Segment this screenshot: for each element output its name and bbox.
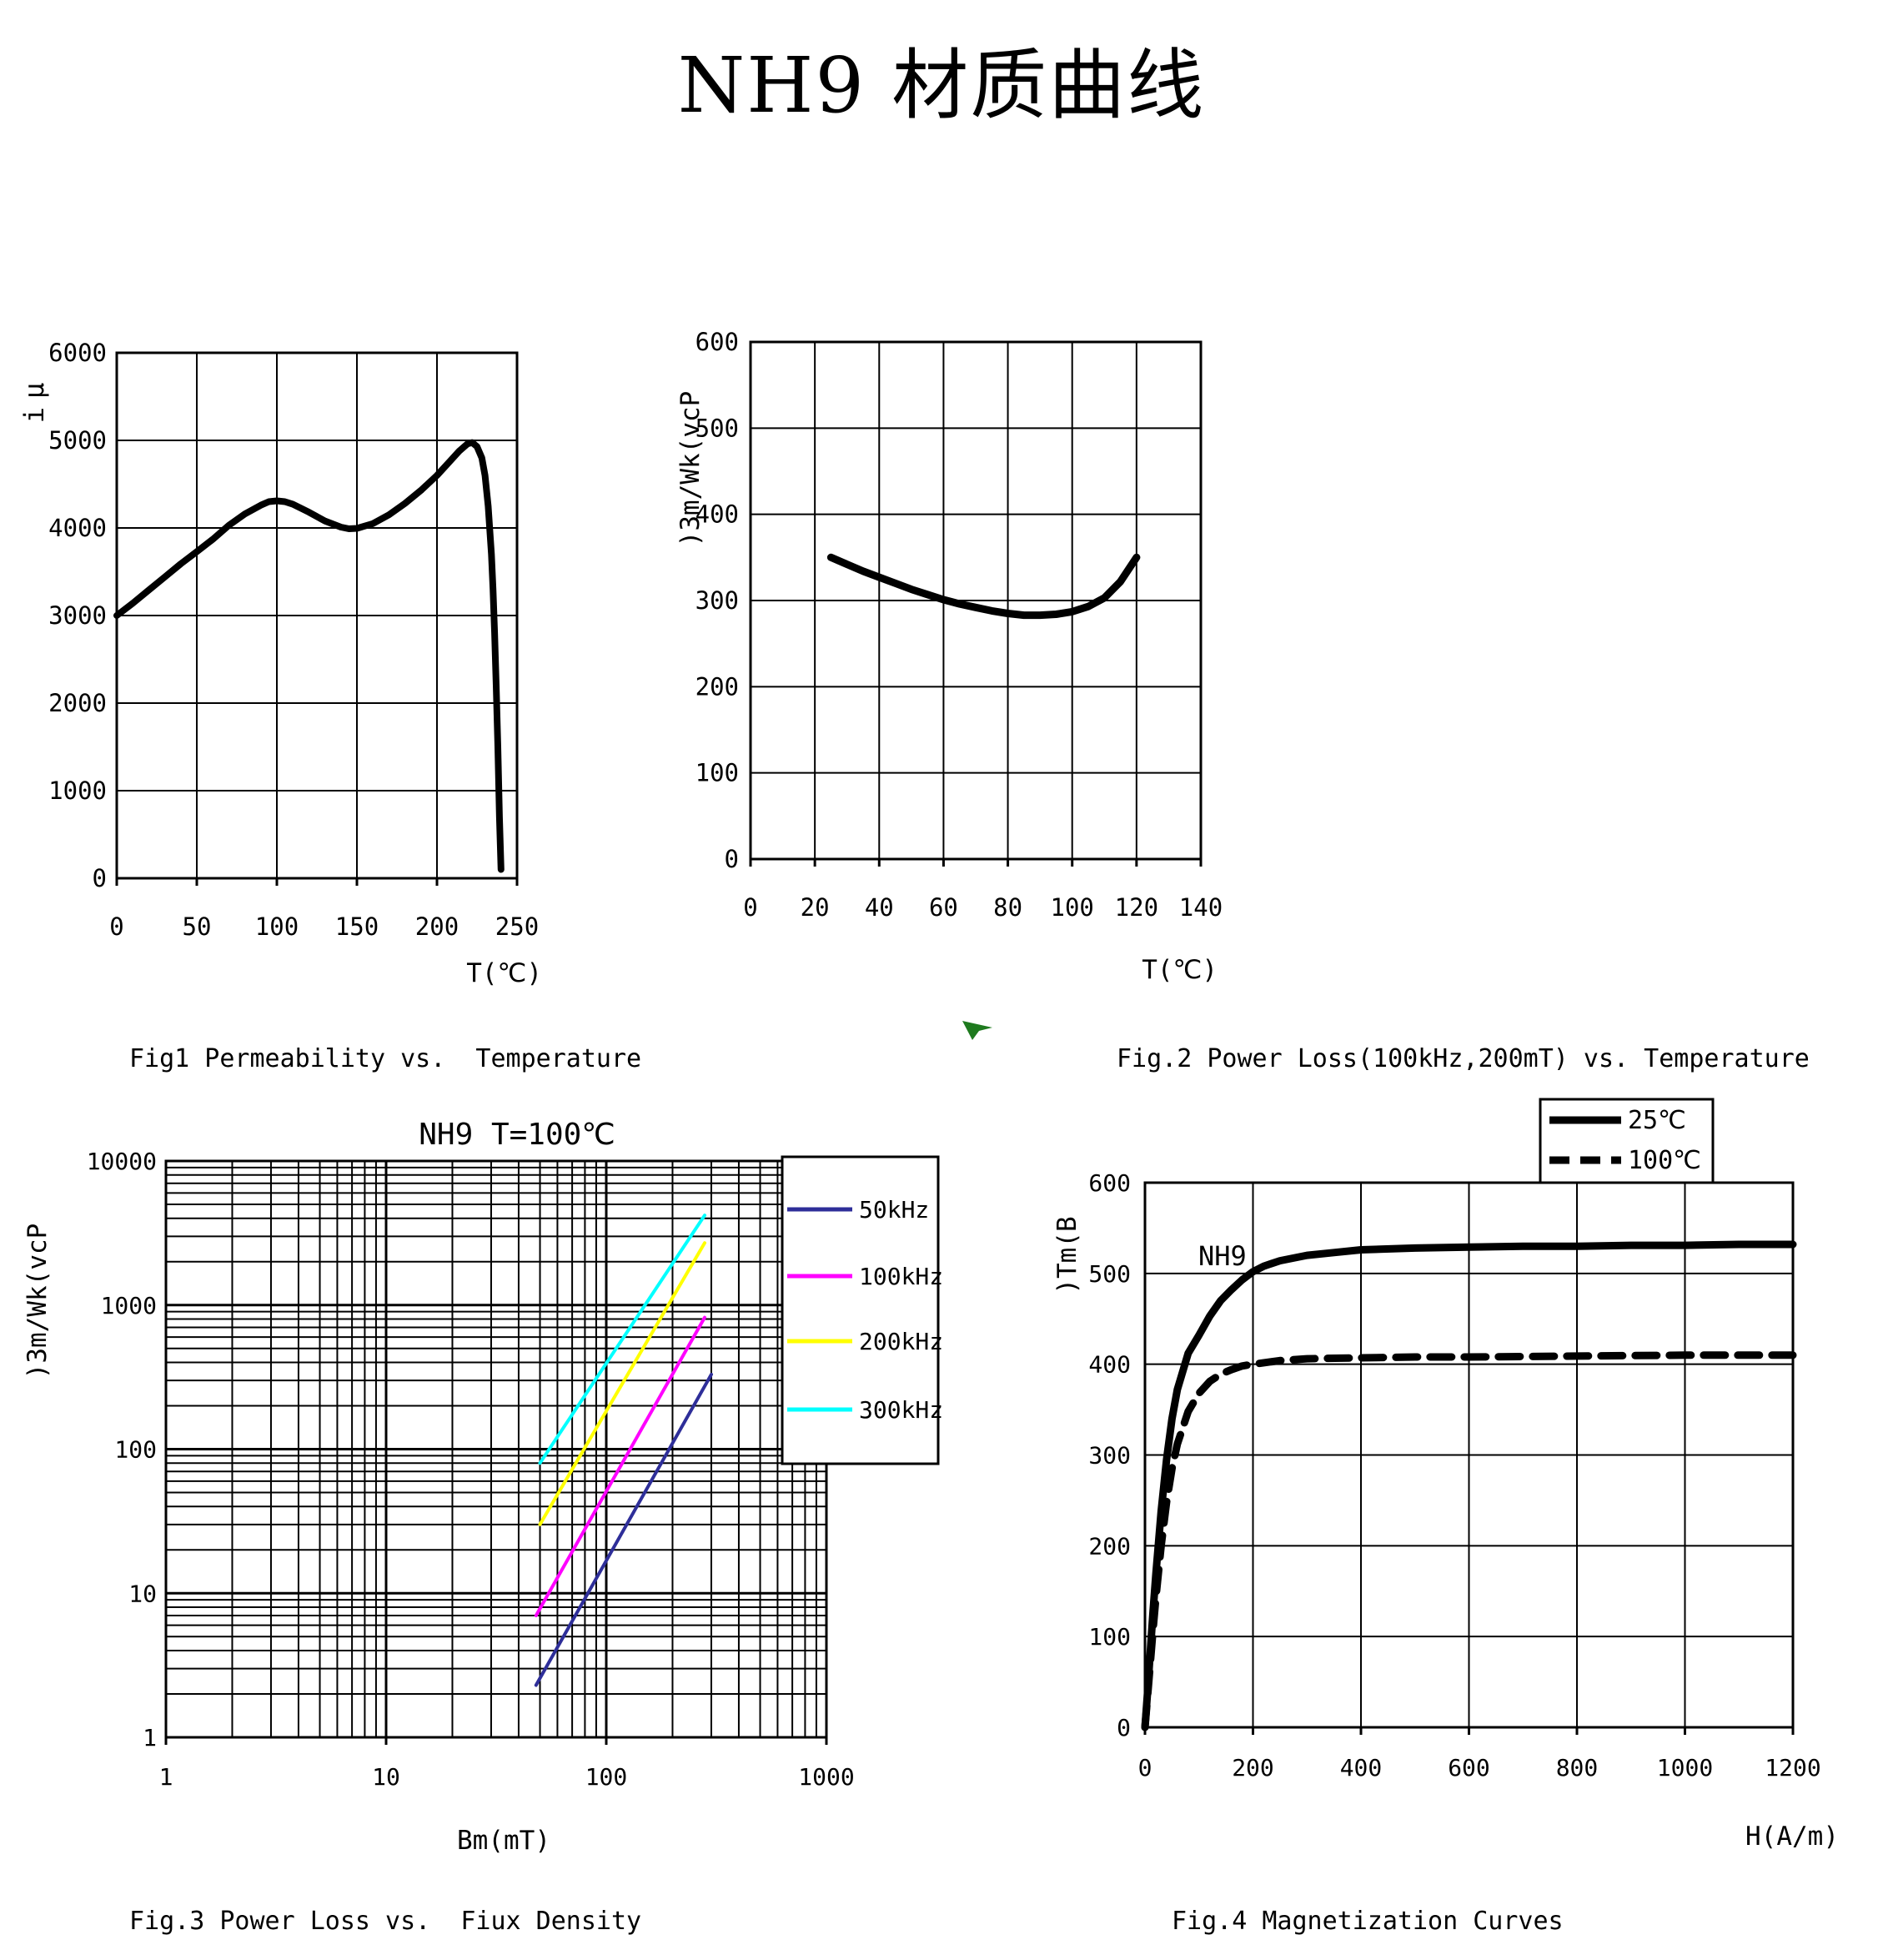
fig4-caption: Fig.4 Magnetization Curves [1172,1907,1564,1936]
x-tick-label: 40 [865,893,894,922]
x-tick-label: 100 [585,1763,628,1791]
y-tick-label: 1000 [48,776,107,805]
figure-1: 0 50 100 150 200 250 0 1000 2000 3000 4000 5000 6000… [18,339,539,941]
grid [751,342,1201,859]
y-axis-unit-label: )3m/Wk(vcP [675,391,705,547]
y-tick-label: 6000 [48,339,107,367]
x-tick-label: 10 [372,1763,400,1791]
x-tick-label: 100 [1051,893,1094,922]
grid [1145,1183,1793,1727]
x-tick-label: 100 [255,912,299,941]
y-tick-label: 3000 [48,601,107,630]
x-tick-label: 1 [159,1763,173,1791]
green-cursor-icon [962,1021,992,1040]
series-25℃-line [1141,1240,1797,1731]
y-tick-label: 500 [1088,1260,1131,1288]
x-tick-label: 0 [1138,1754,1152,1782]
y-tick-label: 300 [1088,1442,1131,1470]
x-tick-label: 0 [743,893,757,922]
y-tick-label: 2000 [48,689,107,717]
y-tick-label: 400 [695,500,739,529]
series-ui-line [113,439,505,873]
x-tick-label: 800 [1556,1754,1599,1782]
figure-3: 1 10 100 1000 1 10 100 1000 10000 )3m/Wk(vcP NH9 T… [23,1118,943,1791]
page-title: NH9 材质曲线 [677,41,1206,130]
y-tick-label: 100 [1088,1623,1131,1651]
series-100℃-line [1141,1351,1797,1731]
y-tick-label: 500 [695,414,739,442]
plot-border [749,340,1203,861]
y-tick-label: 200 [695,672,739,701]
grid [117,353,517,878]
grid [166,1161,826,1737]
y-tick-label: 5000 [48,426,107,455]
y-tick-label: 300 [695,586,739,615]
legend-label-100℃: 100℃ [1628,1146,1701,1175]
y-tick-label: 0 [1117,1714,1131,1741]
y-tick-label: 0 [725,845,739,873]
green-paste-cursor [961,1018,997,1043]
series-50kHz-line [534,1372,713,1687]
y-tick-label: 4000 [48,514,107,542]
y-tick-label: 600 [695,328,739,356]
fig2-caption: Fig.2 Power Loss(100kHz,200mT) vs. Tempe… [1117,1044,1810,1073]
y-tick-label: 1 [143,1724,157,1751]
fig2-x-unit-label: T(℃) [1142,955,1218,985]
y-tick-label: 200 [1088,1532,1131,1560]
x-tick-label: 200 [1232,1754,1274,1782]
legend-label-200kHz: 200kHz [859,1328,943,1355]
x-tick-label: 250 [495,912,539,941]
x-tick-label: 600 [1448,1754,1490,1782]
legend: 25℃ 100℃ [1539,1098,1715,1184]
legend-label-100kHz: 100kHz [859,1263,943,1290]
y-tick-label: 10000 [87,1148,157,1175]
x-tick-label: 140 [1179,893,1223,922]
x-tick-label: 1000 [798,1763,854,1791]
x-tick-label: 200 [415,912,459,941]
x-tick-label: 150 [335,912,379,941]
y-tick-label: 10 [128,1580,157,1607]
legend-label-25℃: 25℃ [1628,1106,1686,1135]
x-tick-label: 400 [1340,1754,1383,1782]
x-tick-label: 120 [1115,893,1158,922]
x-tick-label: 1200 [1765,1754,1820,1782]
y-axis-unit-label: )3m/Wk(vcP [23,1224,53,1380]
chart-title: NH9 T=100℃ [419,1118,615,1152]
legend: 50kHz 100kHz 200kHz 300kHz [781,1155,943,1465]
y-tick-label: 100 [114,1436,157,1464]
y-axis-unit-label: iμ [18,374,50,424]
x-tick-label: 20 [801,893,830,922]
figure-4: 0 200 400 600 800 1000 1200 0 100 200 300 400 500 600… [1052,1098,1821,1782]
y-axis-unit-label: )Tm(B [1052,1216,1082,1294]
y-tick-label: 600 [1088,1169,1131,1197]
series-100kHz-line [534,1315,706,1617]
y-tick-label: 100 [695,759,739,787]
figure-2: 0 20 40 60 80 100 120 140 0 100 200 300 400 500 600 )3m… [675,328,1223,922]
x-tick-label: 0 [109,912,123,941]
plot-border [115,351,519,880]
fig3-x-unit-label: Bm(mT) [457,1826,550,1856]
y-tick-label: 400 [1088,1351,1131,1379]
x-tick-label: 50 [183,912,212,941]
x-tick-label: 1000 [1657,1754,1713,1782]
y-tick-label: 0 [93,864,107,892]
fig3-caption: Fig.3 Power Loss vs. Fiux Density [129,1907,642,1936]
x-tick-label: 80 [993,893,1022,922]
series-Pcv-line [826,553,1141,620]
fig4-x-unit-label: H(A/m) [1745,1822,1839,1852]
legend-label-300kHz: 300kHz [859,1396,943,1424]
legend-label-50kHz: 50kHz [859,1196,929,1224]
fig1-caption: Fig1 Permeability vs. Temperature [129,1044,642,1073]
series-annotation: NH9 [1198,1240,1247,1272]
y-tick-label: 1000 [101,1292,157,1319]
series-300kHz-line [538,1214,706,1465]
fig1-x-unit-label: T(℃) [466,958,542,988]
x-tick-label: 60 [929,893,958,922]
series-200kHz-line [538,1241,706,1526]
